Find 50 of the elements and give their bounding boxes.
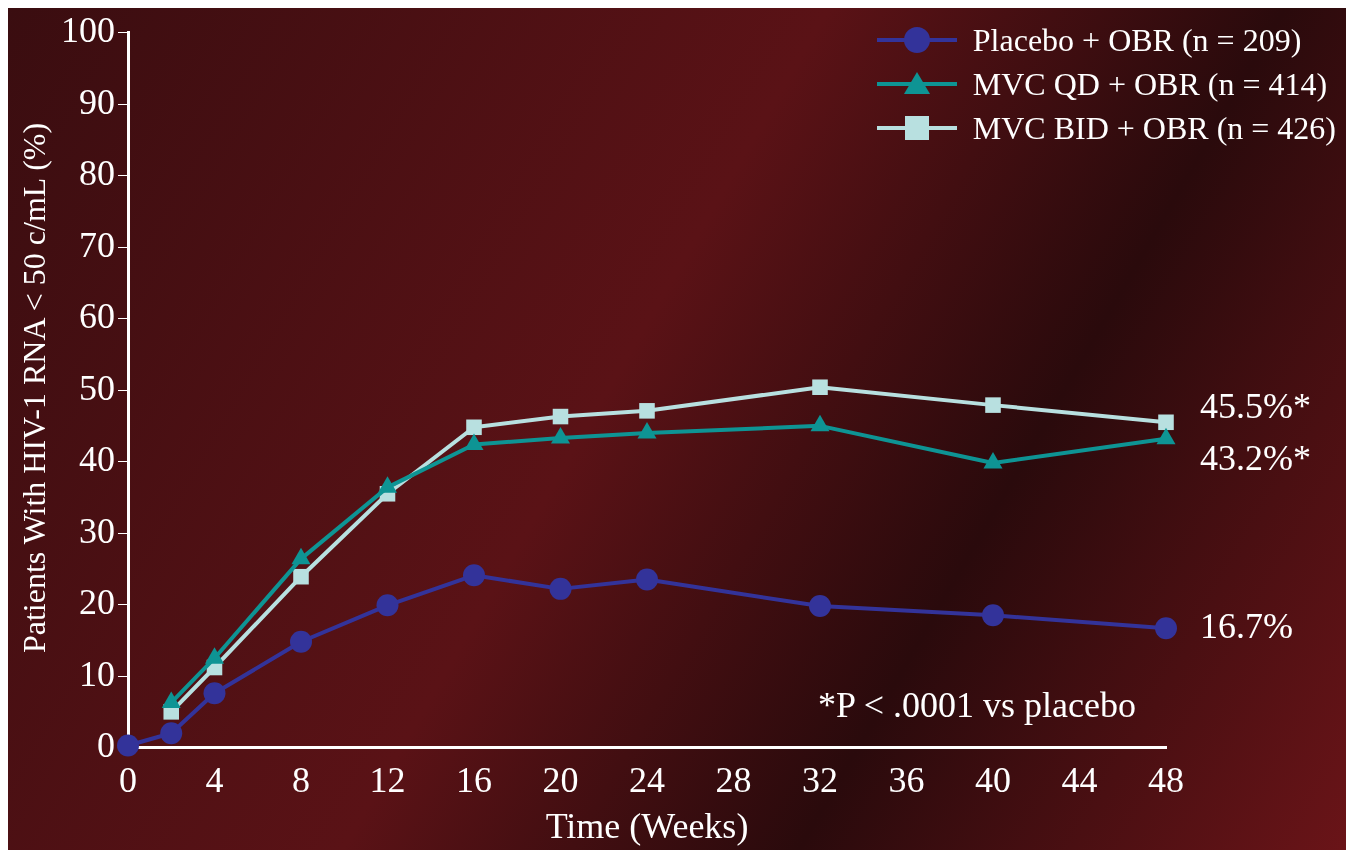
y-tick-label: 30 [79,510,115,551]
y-axis-title: Patients With HIV-1 RNA < 50 c/mL (%) [16,122,52,654]
point [290,630,312,653]
x-tick-label: 8 [292,759,310,800]
data-label: 43.2%* [1200,438,1311,479]
y-tick-label: 20 [79,582,115,623]
point [985,397,1001,413]
y-tick-label: 40 [79,439,115,480]
point [376,594,399,617]
legend-label: MVC BID + OBR (n = 426) [972,109,1336,148]
y-tick-label: 50 [79,367,115,408]
y-tick-label: 0 [97,725,115,766]
x-tick-label: 16 [456,759,492,800]
point [982,604,1004,627]
point [293,568,309,585]
y-tick-label: 10 [79,653,115,694]
x-tick-label: 48 [1148,759,1184,800]
x-tick-label: 40 [975,759,1011,800]
data-label: 16.7% [1200,605,1293,646]
point [203,682,226,705]
x-tick-label: 4 [205,759,224,800]
x-tick-label: 24 [629,759,665,800]
x-axis-title: Time (Weeks) [545,805,749,846]
x-tick-label: 44 [1061,759,1098,800]
point [552,408,569,425]
legend-label: Placebo + OBR (n = 209) [972,21,1302,60]
point [549,577,572,600]
point [1155,617,1177,640]
x-tick-label: 28 [715,759,752,800]
data-label: 45.5%* [1200,385,1311,426]
point [1158,414,1174,431]
point [117,734,139,757]
y-tick-label: 100 [61,10,115,51]
annotation: *P < .0001 vs placebo [818,685,1136,726]
x-tick-label: 12 [369,759,406,800]
y-tick-label: 60 [79,296,115,337]
point [463,564,485,587]
x-tick-label: 36 [888,759,925,800]
y-tick-label: 70 [79,224,115,265]
point [466,419,482,436]
point [639,403,655,419]
y-tick-label: 80 [79,153,115,194]
x-tick-label: 20 [542,759,579,800]
legend-label: MVC QD + OBR (n = 414) [972,65,1328,104]
point [812,379,828,396]
y-tick-label: 90 [79,81,115,122]
point [809,595,831,618]
point [636,568,658,591]
x-tick-label: 32 [802,759,838,800]
point [160,722,183,745]
